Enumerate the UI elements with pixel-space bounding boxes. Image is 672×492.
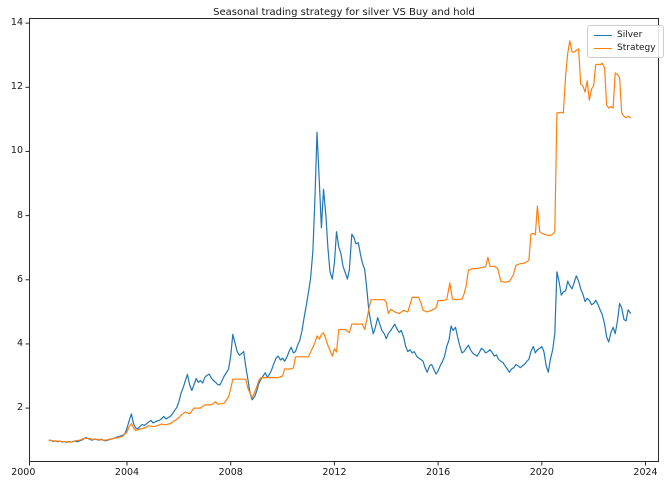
y-tick-label: 12	[10, 81, 23, 93]
y-tick-label: 8	[16, 209, 23, 221]
x-tick-label: 2000	[11, 467, 36, 478]
strategy-line	[48, 40, 632, 443]
plot-border	[29, 18, 659, 462]
x-tick-label: 2020	[529, 467, 554, 478]
legend-item-silver: Silver	[594, 30, 656, 40]
legend-label-silver: Silver	[617, 30, 643, 40]
y-tick-label: 4	[16, 337, 23, 349]
x-tick-label: 2008	[218, 467, 243, 478]
legend: Silver Strategy	[587, 25, 664, 58]
x-tick-label: 2012	[322, 467, 347, 478]
y-tick-label: 2	[16, 402, 23, 414]
silver-line	[48, 131, 632, 443]
x-tick-label: 2004	[114, 467, 140, 478]
silver-line-swatch	[594, 34, 612, 36]
y-tick-label: 6	[16, 273, 23, 285]
legend-label-strategy: Strategy	[617, 43, 656, 53]
y-tick-label: 14	[10, 17, 23, 29]
strategy-line-swatch	[594, 47, 612, 49]
x-tick-label: 2016	[426, 467, 451, 478]
legend-item-strategy: Strategy	[594, 43, 656, 53]
y-tick-label: 10	[10, 145, 23, 157]
x-tick-label: 2024	[633, 467, 658, 478]
chart-title: Seasonal trading strategy for silver VS …	[213, 7, 475, 18]
